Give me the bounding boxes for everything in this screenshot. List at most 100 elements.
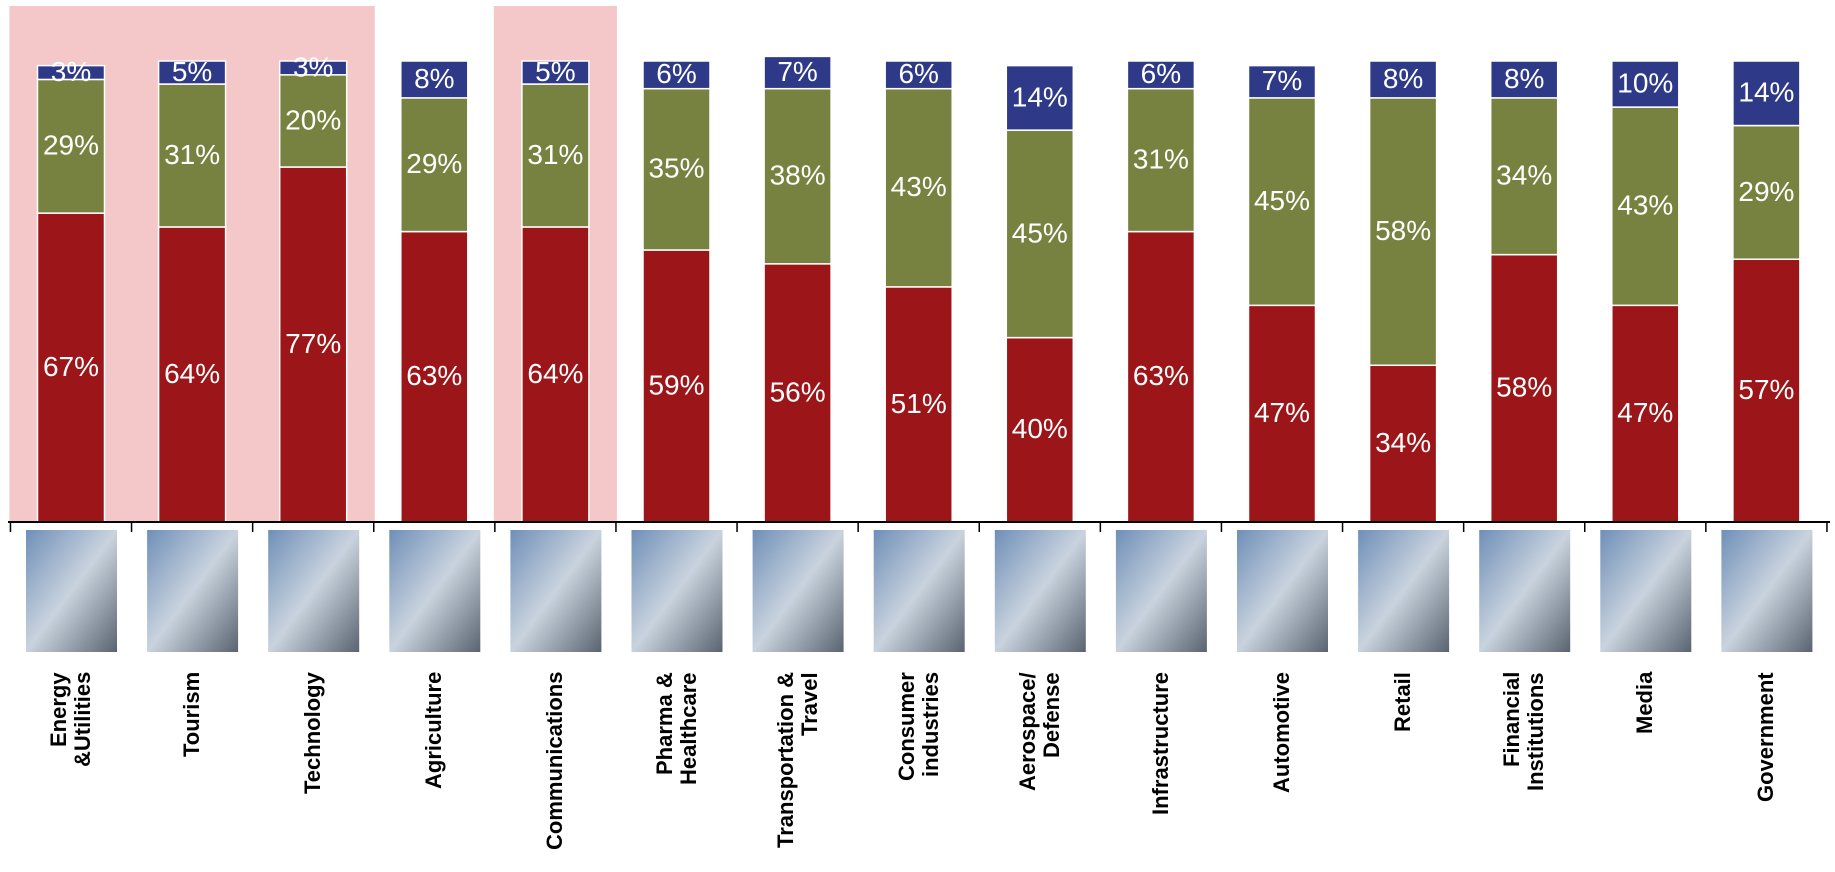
bar-segment xyxy=(36,64,106,81)
data-label: 8% xyxy=(414,63,454,94)
data-label: 31% xyxy=(164,139,220,170)
bar-segment xyxy=(1247,304,1317,523)
data-label: 38% xyxy=(770,160,826,191)
bar-segment xyxy=(521,60,590,85)
bar-segment xyxy=(521,226,590,523)
data-label: 3% xyxy=(293,51,333,82)
category-label: Aerospace/ Defense xyxy=(1014,672,1064,791)
bar-segment xyxy=(1611,60,1680,108)
data-label: 34% xyxy=(1375,427,1431,458)
data-label: 40% xyxy=(1012,413,1068,444)
data-label: 64% xyxy=(164,358,220,389)
data-label: 67% xyxy=(43,351,99,382)
category-label: Infrastructure xyxy=(1147,672,1173,816)
bar-segment xyxy=(1732,60,1801,127)
category-image xyxy=(994,530,1086,652)
category-label: Tourism xyxy=(179,672,204,758)
category-image xyxy=(1600,530,1692,652)
bar-segment xyxy=(884,60,953,90)
bar-segment xyxy=(157,83,227,228)
bar-segment xyxy=(278,60,348,76)
data-label: 29% xyxy=(1738,176,1794,207)
category-image xyxy=(26,530,117,652)
category-image xyxy=(268,530,360,652)
data-label: 58% xyxy=(1375,215,1431,246)
data-label: 31% xyxy=(527,139,583,170)
category-image xyxy=(1237,530,1328,652)
bar-segment xyxy=(1368,364,1438,523)
data-label: 7% xyxy=(1262,65,1302,96)
bar-segment xyxy=(1247,64,1317,99)
data-label: 6% xyxy=(1141,58,1181,89)
bar-segment xyxy=(884,87,953,288)
bar-segment xyxy=(1489,60,1559,99)
category-label: Communications xyxy=(542,672,568,851)
data-label: 14% xyxy=(1738,77,1794,108)
category-label: Media xyxy=(1632,672,1658,735)
bar-segment xyxy=(1611,106,1680,307)
data-label: 34% xyxy=(1496,160,1552,191)
bar-segment xyxy=(642,249,711,523)
category-label: Energy &Utilities xyxy=(45,672,95,768)
bar-segment xyxy=(521,83,590,228)
data-label: 20% xyxy=(285,104,341,135)
category-image xyxy=(1721,530,1813,652)
category-label: Financial Institutions xyxy=(1499,672,1549,791)
data-label: 77% xyxy=(285,328,341,359)
data-label: 59% xyxy=(648,369,704,400)
bar-segment xyxy=(642,60,711,90)
bar-segment xyxy=(1247,97,1317,307)
data-label: 47% xyxy=(1617,397,1673,428)
data-label: 57% xyxy=(1738,374,1794,405)
category-image xyxy=(510,530,602,652)
category-image xyxy=(631,530,723,652)
data-label: 43% xyxy=(1617,190,1673,221)
data-label: 58% xyxy=(1496,372,1552,403)
data-label: 45% xyxy=(1254,185,1310,216)
category-image xyxy=(1115,530,1207,652)
data-label: 35% xyxy=(648,153,704,184)
bar-segment xyxy=(763,87,832,265)
data-label: 5% xyxy=(535,56,575,87)
data-label: 10% xyxy=(1617,67,1673,98)
data-label: 3% xyxy=(51,56,91,87)
category-image xyxy=(873,530,965,652)
category-image xyxy=(147,530,239,652)
category-label: Consumer industries xyxy=(893,672,943,781)
bar-segment xyxy=(278,166,348,523)
category-label: Agriculture xyxy=(421,672,447,790)
data-label: 64% xyxy=(527,358,583,389)
data-label: 45% xyxy=(1012,217,1068,248)
bar-segment xyxy=(278,74,348,168)
bar-segment xyxy=(157,60,227,85)
data-label: 8% xyxy=(1383,63,1423,94)
category-image xyxy=(389,530,481,652)
data-label: 5% xyxy=(172,56,212,87)
data-label: 47% xyxy=(1254,397,1310,428)
bar-segment xyxy=(1489,97,1559,256)
bar-segment xyxy=(1611,304,1680,523)
category-label: Automotive xyxy=(1268,672,1294,793)
bar-segment xyxy=(1732,124,1801,260)
bar-segment xyxy=(1126,87,1196,233)
category-label: Government xyxy=(1753,672,1779,802)
data-label: 14% xyxy=(1012,81,1068,112)
bar-segment xyxy=(1368,60,1438,99)
bar-segment xyxy=(1126,230,1196,523)
data-label: 7% xyxy=(777,56,817,87)
data-label: 6% xyxy=(656,58,696,89)
category-image xyxy=(1479,530,1571,652)
data-label: 51% xyxy=(891,388,947,419)
data-label: 63% xyxy=(406,360,462,391)
data-label: 8% xyxy=(1504,63,1544,94)
bar-segment xyxy=(1005,129,1075,339)
category-label: Technology xyxy=(300,672,326,794)
bar-segment xyxy=(400,230,469,523)
bar-segment xyxy=(1126,60,1196,90)
bar-segment xyxy=(36,212,106,523)
data-label: 29% xyxy=(43,130,99,161)
data-label: 6% xyxy=(898,58,938,89)
bar-segment xyxy=(763,55,832,90)
